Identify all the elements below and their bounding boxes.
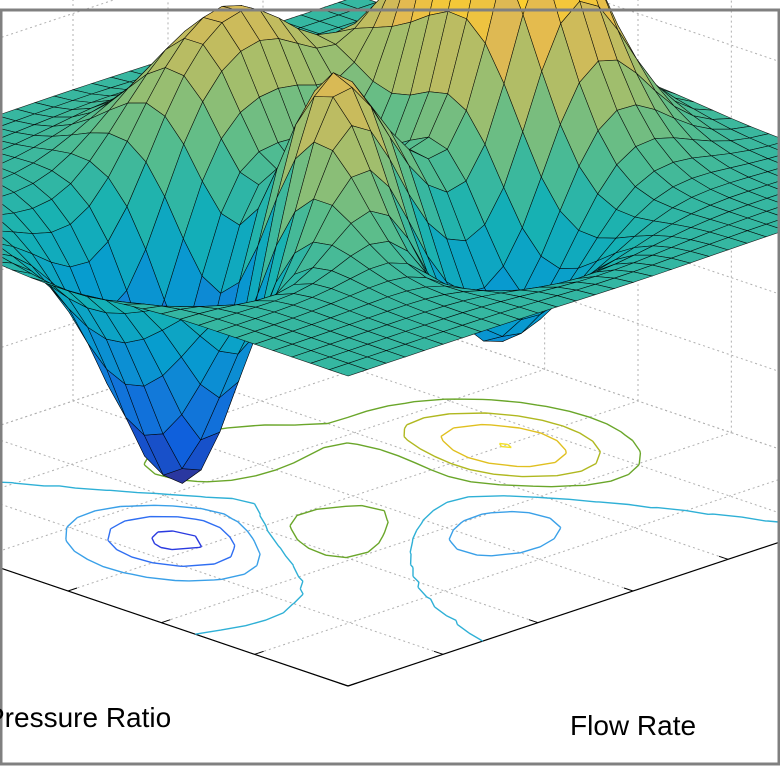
x-tick-mark [67, 587, 78, 592]
y-tick-mark [528, 619, 539, 624]
x-tick-mark [161, 619, 171, 624]
floor-grid-line [0, 567, 349, 687]
floor-grid-line [254, 478, 780, 655]
y-axis-line [347, 541, 780, 687]
contour-projection [0, 398, 780, 642]
y-tick-mark [433, 650, 444, 655]
floor-grid-line [72, 400, 634, 592]
surface-mesh [0, 0, 780, 484]
y-axis-label: Flow Rate [570, 710, 697, 741]
floor-grid-line [161, 432, 732, 624]
x-axis-label: Pressure Ratio [0, 702, 172, 733]
y-tick-mark [718, 555, 729, 560]
floor-grid-line [0, 503, 444, 655]
contour-level-line [107, 515, 236, 567]
contour-level-line [65, 504, 562, 582]
figure-border [0, 8, 780, 766]
y-tick-mark [338, 682, 349, 687]
contour-level-line [0, 481, 780, 642]
floor-grid-line [262, 337, 780, 514]
contour-level-line [440, 423, 567, 468]
floor-grid-line [347, 541, 780, 687]
x-tick-mark [254, 650, 264, 655]
surface-patch [517, 0, 529, 16]
floor-grid-line [167, 368, 729, 560]
surface-patch [328, 362, 368, 377]
x-tick-mark [347, 682, 358, 687]
contour-level-line [151, 530, 203, 551]
y-tick-mark [623, 587, 634, 592]
x-axis-line [0, 567, 349, 687]
contour-level-line [403, 412, 601, 478]
floor-grid-line [0, 368, 545, 552]
contour-level-line [498, 442, 512, 449]
